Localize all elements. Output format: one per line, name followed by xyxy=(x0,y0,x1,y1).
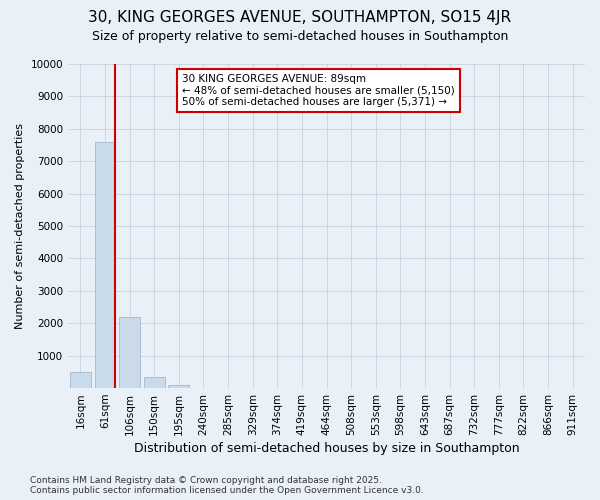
Bar xyxy=(70,372,91,388)
Text: 30 KING GEORGES AVENUE: 89sqm
← 48% of semi-detached houses are smaller (5,150)
: 30 KING GEORGES AVENUE: 89sqm ← 48% of s… xyxy=(182,74,455,107)
Text: 30, KING GEORGES AVENUE, SOUTHAMPTON, SO15 4JR: 30, KING GEORGES AVENUE, SOUTHAMPTON, SO… xyxy=(88,10,512,25)
Text: Size of property relative to semi-detached houses in Southampton: Size of property relative to semi-detach… xyxy=(92,30,508,43)
Text: Contains HM Land Registry data © Crown copyright and database right 2025.
Contai: Contains HM Land Registry data © Crown c… xyxy=(30,476,424,495)
Bar xyxy=(95,142,115,388)
Bar xyxy=(119,317,140,388)
Y-axis label: Number of semi-detached properties: Number of semi-detached properties xyxy=(15,123,25,329)
X-axis label: Distribution of semi-detached houses by size in Southampton: Distribution of semi-detached houses by … xyxy=(134,442,520,455)
Bar xyxy=(144,376,164,388)
Bar xyxy=(169,385,189,388)
